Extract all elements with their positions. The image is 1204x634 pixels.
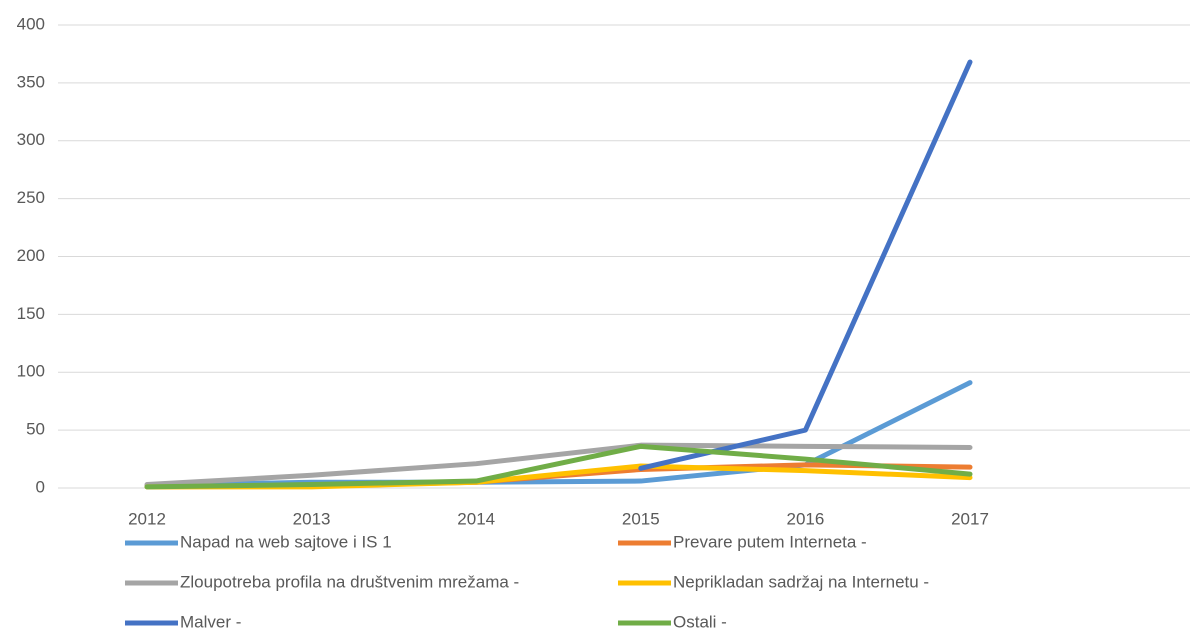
y-tick-label: 0 — [36, 477, 45, 496]
legend-label: Malver - — [180, 612, 241, 631]
x-tick-label: 2015 — [622, 509, 660, 528]
legend-label: Prevare putem Interneta - — [673, 532, 867, 551]
x-tick-label: 2013 — [293, 509, 331, 528]
x-tick-label: 2017 — [951, 509, 989, 528]
x-tick-label: 2012 — [128, 509, 166, 528]
legend-label: Ostali - — [673, 612, 727, 631]
legend-label: Napad na web sajtove i IS 1 — [180, 532, 392, 551]
x-tick-label: 2016 — [786, 509, 824, 528]
legend-label: Zloupotreba profila na društvenim mrežam… — [180, 572, 519, 591]
x-tick-label: 2014 — [457, 509, 495, 528]
legend-label: Neprikladan sadržaj na Internetu - — [673, 572, 929, 591]
y-tick-label: 350 — [17, 72, 45, 91]
y-tick-label: 400 — [17, 14, 45, 33]
y-tick-label: 150 — [17, 304, 45, 323]
y-tick-label: 50 — [26, 420, 45, 439]
series-line — [144, 443, 973, 490]
series-line — [638, 59, 973, 471]
y-tick-label: 250 — [17, 188, 45, 207]
series-line — [144, 442, 973, 488]
y-tick-label: 300 — [17, 130, 45, 149]
y-tick-label: 100 — [17, 362, 45, 381]
y-tick-label: 200 — [17, 246, 45, 265]
